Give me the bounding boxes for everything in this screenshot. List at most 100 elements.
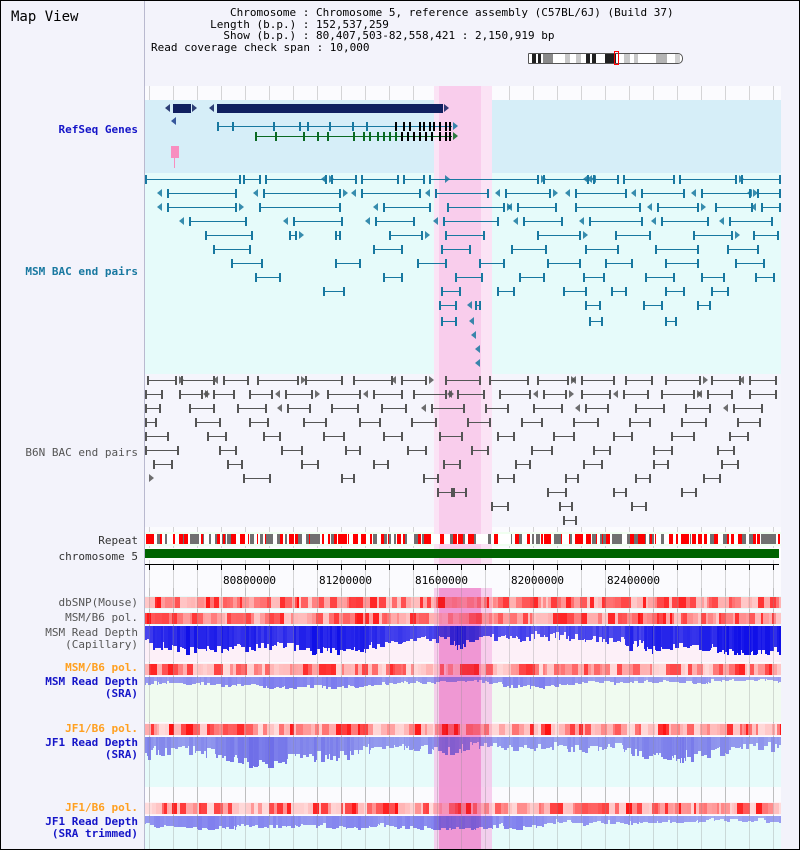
bac-pair-line[interactable] bbox=[531, 450, 553, 451]
bac-pair-line[interactable] bbox=[749, 394, 777, 395]
bac-pair-line[interactable] bbox=[623, 394, 649, 395]
bac-pair-line[interactable] bbox=[375, 221, 415, 222]
bac-pair-line[interactable] bbox=[243, 478, 271, 479]
bac-pair-line[interactable] bbox=[581, 394, 611, 395]
bac-pair-line[interactable] bbox=[345, 450, 361, 451]
bac-pair-line[interactable] bbox=[373, 464, 389, 465]
bac-pair-line[interactable] bbox=[519, 277, 545, 278]
bac-pair-line[interactable] bbox=[423, 478, 439, 479]
bac-pair-line[interactable] bbox=[729, 221, 773, 222]
bac-pair-line[interactable] bbox=[505, 193, 551, 194]
bac-pair-line[interactable] bbox=[323, 436, 345, 437]
bac-pair-line[interactable] bbox=[437, 492, 453, 493]
histogram-msm-read-depth-sra[interactable] bbox=[145, 677, 781, 722]
bac-pair-line[interactable] bbox=[515, 464, 531, 465]
bac-pair-line[interactable] bbox=[489, 380, 529, 381]
bac-pair-line[interactable] bbox=[641, 193, 685, 194]
bac-pair-line[interactable] bbox=[581, 380, 615, 381]
bac-pair-line[interactable] bbox=[373, 249, 403, 250]
bac-pair-line[interactable] bbox=[717, 450, 735, 451]
bac-pair-line[interactable] bbox=[553, 436, 575, 437]
bac-pair-line[interactable] bbox=[439, 436, 463, 437]
bac-pair-line[interactable] bbox=[475, 305, 481, 306]
bac-pair-line[interactable] bbox=[517, 207, 557, 208]
bac-pair-line[interactable] bbox=[589, 221, 643, 222]
bac-pair-line[interactable] bbox=[543, 179, 589, 180]
bac-pair-line[interactable] bbox=[521, 422, 543, 423]
bac-pair-line[interactable] bbox=[583, 277, 605, 278]
bac-pair-line[interactable] bbox=[703, 478, 721, 479]
bac-pair-line[interactable] bbox=[205, 235, 253, 236]
bac-pair-line[interactable] bbox=[289, 235, 297, 236]
repeat-density[interactable] bbox=[145, 534, 781, 544]
bac-pair-line[interactable] bbox=[655, 249, 699, 250]
bac-pair-line[interactable] bbox=[537, 235, 581, 236]
bac-pair-line[interactable] bbox=[643, 305, 663, 306]
bac-pair-line[interactable] bbox=[179, 394, 203, 395]
bac-pair-line[interactable] bbox=[249, 422, 269, 423]
bac-pair-line[interactable] bbox=[661, 394, 695, 395]
bac-pair-line[interactable] bbox=[697, 305, 711, 306]
bac-pair-line[interactable] bbox=[471, 450, 489, 451]
bac-pair-line[interactable] bbox=[757, 193, 781, 194]
bac-pair-line[interactable] bbox=[429, 179, 539, 180]
bac-pair-line[interactable] bbox=[145, 436, 169, 437]
bac-pair-line[interactable] bbox=[263, 193, 341, 194]
bac-pair-line[interactable] bbox=[497, 436, 515, 437]
bac-pair-line[interactable] bbox=[341, 478, 355, 479]
bac-pair-line[interactable] bbox=[657, 207, 699, 208]
refseq-gene-bar[interactable] bbox=[173, 104, 191, 113]
bac-pair-line[interactable] bbox=[679, 179, 737, 180]
bac-pair-line[interactable] bbox=[583, 464, 603, 465]
bac-pair-line[interactable] bbox=[145, 450, 179, 451]
bac-pair-line[interactable] bbox=[665, 291, 685, 292]
bac-pair-line[interactable] bbox=[445, 235, 485, 236]
refseq-gene-intron-line[interactable] bbox=[217, 126, 452, 127]
bac-pair-line[interactable] bbox=[589, 321, 603, 322]
bac-pair-line[interactable] bbox=[373, 394, 403, 395]
bac-pair-line[interactable] bbox=[145, 394, 163, 395]
bac-pair-line[interactable] bbox=[671, 436, 695, 437]
bac-pair-line[interactable] bbox=[263, 436, 281, 437]
bac-pair-line[interactable] bbox=[631, 506, 647, 507]
bac-pair-line[interactable] bbox=[565, 478, 579, 479]
bac-pair-line[interactable] bbox=[623, 179, 675, 180]
bac-pair-line[interactable] bbox=[727, 249, 759, 250]
histogram-jf1-read-depth-sra[interactable] bbox=[145, 737, 781, 787]
bac-pair-line[interactable] bbox=[265, 179, 327, 180]
bac-pair-line[interactable] bbox=[145, 179, 241, 180]
bac-pair-line[interactable] bbox=[441, 291, 461, 292]
bac-pair-line[interactable] bbox=[189, 408, 215, 409]
bac-pair-line[interactable] bbox=[497, 291, 515, 292]
refseq-gene-bar[interactable] bbox=[217, 104, 443, 113]
bac-pair-line[interactable] bbox=[445, 380, 481, 381]
bac-pair-line[interactable] bbox=[259, 207, 341, 208]
bac-pair-line[interactable] bbox=[543, 394, 567, 395]
bac-pair-line[interactable] bbox=[635, 408, 665, 409]
bac-pair-line[interactable] bbox=[403, 179, 425, 180]
bac-pair-line[interactable] bbox=[593, 450, 611, 451]
bac-pair-line[interactable] bbox=[301, 464, 319, 465]
bac-pair-line[interactable] bbox=[497, 478, 515, 479]
bac-pair-line[interactable] bbox=[401, 380, 427, 381]
bac-pair-line[interactable] bbox=[227, 464, 243, 465]
bac-pair-line[interactable] bbox=[361, 179, 399, 180]
bac-pair-line[interactable] bbox=[707, 394, 733, 395]
bac-pair-line[interactable] bbox=[755, 277, 775, 278]
density-msm-b6-pol-capillary[interactable] bbox=[145, 613, 783, 624]
bac-pair-line[interactable] bbox=[223, 380, 249, 381]
bac-pair-line[interactable] bbox=[145, 408, 161, 409]
bac-pair-line[interactable] bbox=[559, 506, 573, 507]
bac-pair-line[interactable] bbox=[653, 450, 673, 451]
msm-bac-layer[interactable] bbox=[145, 173, 781, 374]
bac-pair-line[interactable] bbox=[457, 394, 485, 395]
bac-pair-line[interactable] bbox=[665, 263, 699, 264]
bac-pair-line[interactable] bbox=[383, 277, 403, 278]
bac-pair-line[interactable] bbox=[213, 249, 251, 250]
bac-pair-line[interactable] bbox=[257, 380, 299, 381]
bac-pair-line[interactable] bbox=[413, 394, 447, 395]
bac-pair-line[interactable] bbox=[323, 291, 345, 292]
refseq-genes-layer[interactable] bbox=[145, 100, 781, 173]
bac-pair-line[interactable] bbox=[411, 422, 437, 423]
track-canvas[interactable]: 80800000 81200000 81600000 82000000 82400000 bbox=[145, 86, 799, 849]
